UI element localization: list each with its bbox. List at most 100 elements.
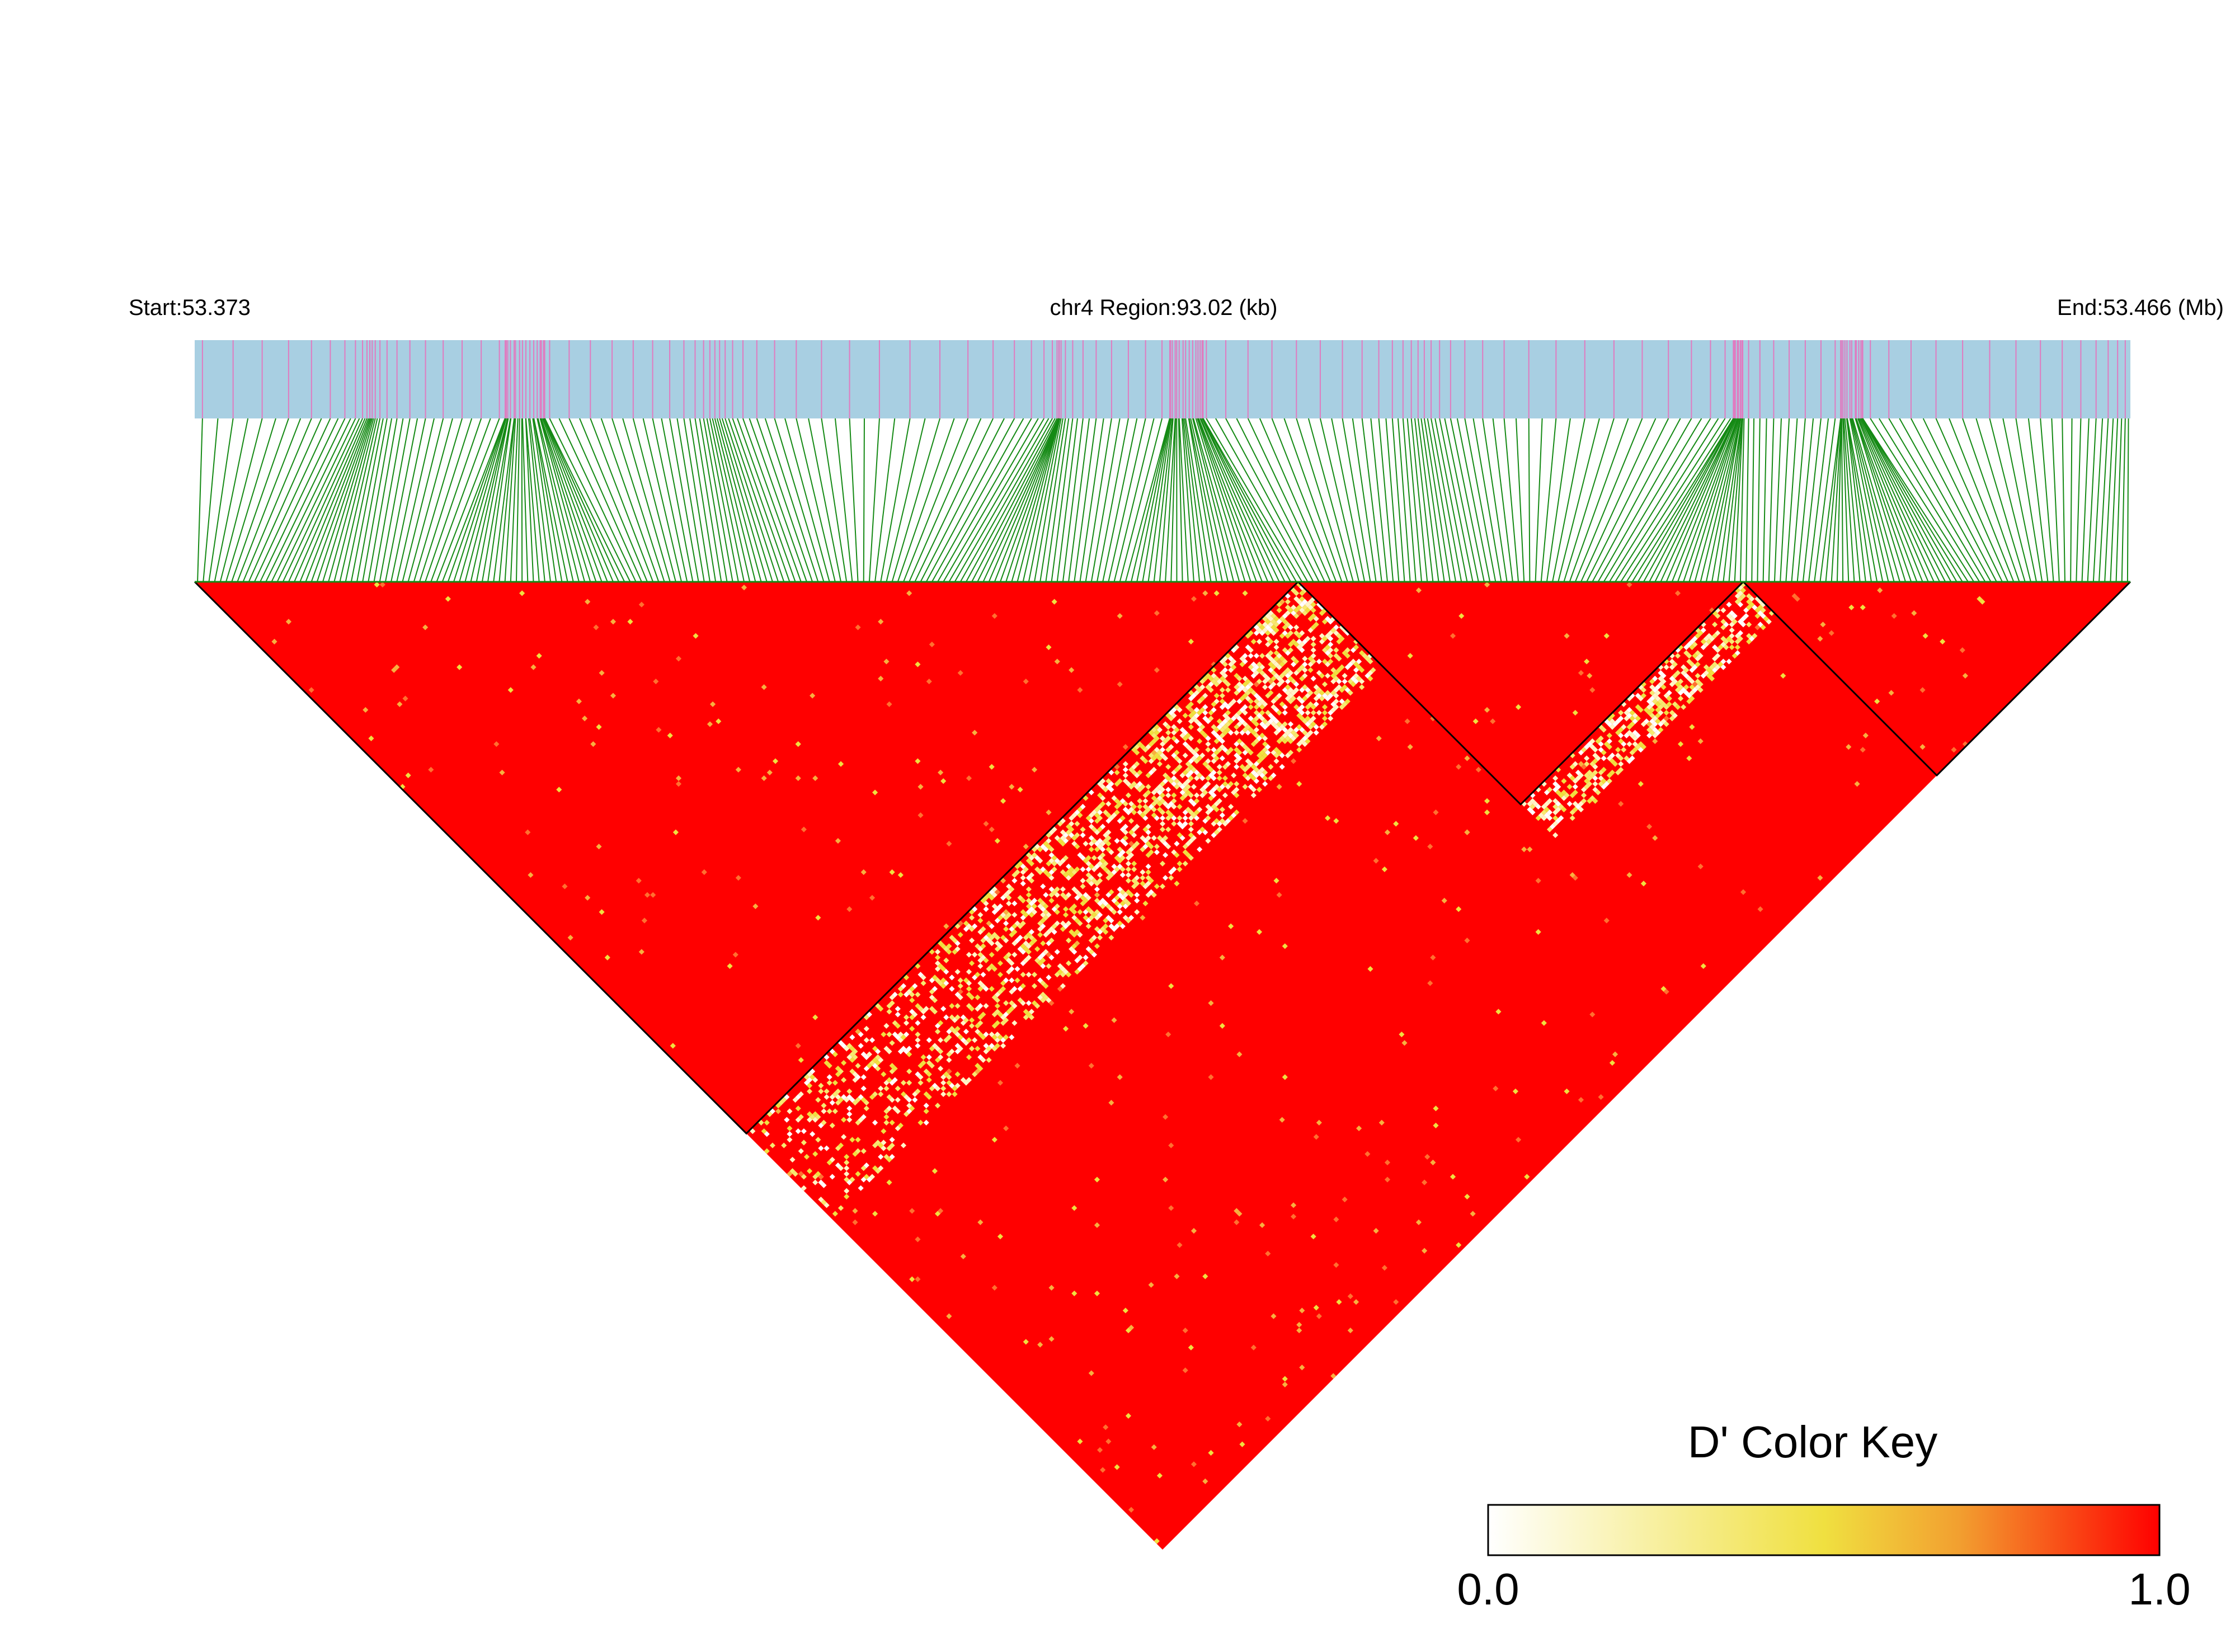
ld-cell [1094, 909, 1100, 915]
ld-cell [1253, 664, 1259, 670]
ld-cell [1236, 1051, 1243, 1057]
ld-cell [1578, 806, 1584, 813]
ld-cell [1268, 679, 1274, 685]
ld-cell [798, 1171, 804, 1177]
ld-cell [1575, 803, 1581, 810]
ld-cell [886, 1179, 892, 1185]
ld-cell [841, 1117, 847, 1123]
ld-cell [1174, 841, 1180, 847]
ld-cell [1535, 803, 1541, 810]
ld-cell [1148, 741, 1154, 747]
ld-cell [1296, 644, 1302, 651]
ld-cell [1097, 934, 1103, 941]
ld-cell [1111, 897, 1117, 903]
ld-cell [1253, 766, 1259, 773]
ld-cell [556, 787, 562, 793]
snp-connector-line [1757, 418, 1761, 582]
snp-connector-lines [197, 418, 2129, 582]
ld-cell [1299, 647, 1305, 653]
ld-cell [986, 892, 992, 898]
ld-cell [915, 661, 921, 667]
ld-cell [1541, 1020, 1547, 1026]
ld-cell [1234, 1219, 1240, 1225]
ld-cell [1268, 638, 1274, 644]
ld-cell [1302, 656, 1308, 662]
snp-connector-line [683, 418, 711, 582]
ld-cell [1555, 818, 1561, 824]
ld-cell [1677, 684, 1684, 690]
ld-cell [1413, 835, 1419, 841]
ld-cell [1134, 750, 1140, 756]
ld-cell [1103, 787, 1109, 793]
ld-cell [1062, 912, 1069, 918]
ld-cell [1137, 787, 1143, 793]
ld-cell [1234, 713, 1240, 719]
ld-cell [917, 784, 924, 790]
ld-cell [1333, 698, 1339, 704]
ld-cell [1225, 818, 1231, 824]
ld-cell [1757, 610, 1763, 616]
ld-cell [1031, 972, 1038, 978]
ld-cell [1165, 747, 1171, 753]
ld-cell [1262, 724, 1268, 730]
snp-connector-line [749, 418, 807, 582]
ld-cell [1373, 1228, 1379, 1234]
ld-cell [1692, 641, 1698, 648]
ld-cell [1276, 601, 1282, 608]
ld-cell [758, 1119, 764, 1126]
ld-cell [1193, 718, 1200, 724]
ld-cell [860, 1051, 867, 1057]
ld-cell [1658, 698, 1664, 704]
ld-cell [1231, 772, 1237, 779]
ld-cell [1754, 596, 1761, 602]
ld-cell [1635, 744, 1641, 750]
ld-cell [1020, 972, 1026, 978]
ld-cell [1649, 724, 1655, 730]
ld-cell [1248, 687, 1254, 693]
ld-cell [787, 1137, 793, 1143]
ld-cell [1342, 627, 1348, 633]
ld-cell [1601, 778, 1607, 784]
ld-cell [1219, 698, 1225, 704]
ld-cell [1655, 690, 1661, 696]
ld-cell [1299, 704, 1305, 710]
ld-cell [1356, 658, 1362, 665]
ld-cell [1048, 926, 1055, 932]
ld-cell [1242, 784, 1248, 790]
ld-cell [1652, 835, 1658, 841]
ld-cell [1168, 716, 1174, 722]
snp-connector-line [1028, 418, 1062, 582]
ld-cell [897, 1122, 904, 1128]
ld-cell [1163, 1176, 1169, 1183]
ld-cell [1276, 727, 1282, 733]
snp-connector-line [515, 418, 520, 582]
ld-cell [1293, 727, 1300, 733]
ld-cell [1601, 784, 1607, 790]
ld-cell [1319, 604, 1325, 610]
region-label: chr4 Region:93.02 (kb) [1050, 295, 1278, 320]
ld-cell [1336, 638, 1342, 644]
ld-cell [994, 1037, 1000, 1043]
ld-cell [1074, 821, 1080, 827]
ld-cell [1720, 641, 1726, 648]
ld-cell [1009, 886, 1015, 892]
snp-connector-line [1444, 418, 1479, 582]
ld-cell [1122, 835, 1128, 841]
ld-cell [1069, 826, 1075, 832]
ld-cell [949, 975, 955, 981]
ld-cell [1282, 1381, 1288, 1387]
snp-connector-line [1417, 418, 1439, 582]
ld-cell [1163, 852, 1169, 858]
ld-cell [1191, 1228, 1197, 1234]
ld-cell [997, 1080, 1004, 1086]
ld-cell [1003, 926, 1009, 932]
ld-cell [1284, 633, 1291, 639]
snp-connector-line [1259, 418, 1331, 582]
ld-cell [1330, 679, 1337, 685]
ld-cell [1284, 695, 1291, 702]
snp-connector-line [1911, 418, 1997, 582]
ld-cell [1222, 724, 1229, 730]
ld-cell [1307, 729, 1314, 736]
ld-cell [1598, 775, 1604, 782]
ld-cell [1544, 806, 1550, 813]
